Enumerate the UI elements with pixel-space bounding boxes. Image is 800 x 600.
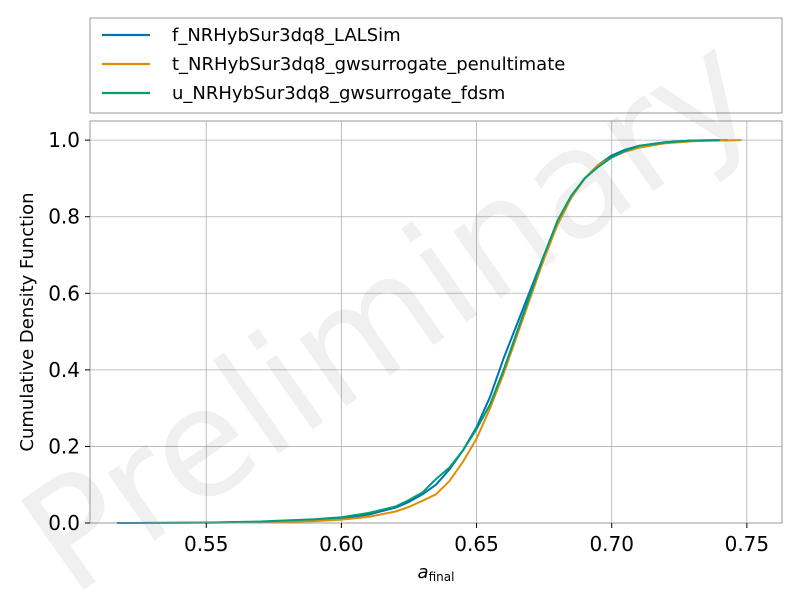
x-axis-label: afinal <box>418 562 455 584</box>
series-lines <box>116 139 742 524</box>
grid <box>90 121 782 524</box>
legend-label: f_NRHybSur3dq8_LALSim <box>172 25 401 46</box>
x-tick-label: 0.55 <box>184 532 229 556</box>
series-line-f_NRHybSur3dq8_LALSim <box>116 139 728 524</box>
y-tick-label: 1.0 <box>48 128 80 152</box>
series-line-u_NRHybSur3dq8_gwsurrogate_fdsm <box>152 139 720 524</box>
y-tick-label: 0.2 <box>48 434 80 458</box>
x-tick-label: 0.65 <box>454 532 499 556</box>
legend-label: t_NRHybSur3dq8_gwsurrogate_penultimate <box>172 54 565 75</box>
series-line-t_NRHybSur3dq8_gwsurrogate_penultimate <box>206 139 742 524</box>
legend-frame <box>89 17 783 114</box>
plot-area <box>90 121 782 523</box>
x-tick-label: 0.60 <box>319 532 364 556</box>
x-tick-label: 0.70 <box>589 532 634 556</box>
x-tick-label: 0.75 <box>725 532 770 556</box>
plot-frame <box>89 120 783 524</box>
legend: f_NRHybSur3dq8_LALSim t_NRHybSur3dq8_gwsu… <box>89 17 783 114</box>
y-tick-label: 0.0 <box>48 511 80 535</box>
y-axis-label: Cumulative Density Function <box>17 192 38 451</box>
y-tick-label: 0.8 <box>48 205 80 229</box>
y-tick-label: 0.6 <box>48 281 80 305</box>
legend-label: u_NRHybSur3dq8_gwsurrogate_fdsm <box>172 83 505 104</box>
y-axis-ticks: 0.0 0.2 0.4 0.6 0.8 1.0 <box>48 128 90 535</box>
x-axis-label-main: a <box>418 562 429 583</box>
x-axis-ticks: 0.55 0.60 0.65 0.70 0.75 <box>184 523 769 556</box>
x-axis-label-sub: final <box>429 570 455 584</box>
y-tick-label: 0.4 <box>48 358 80 382</box>
